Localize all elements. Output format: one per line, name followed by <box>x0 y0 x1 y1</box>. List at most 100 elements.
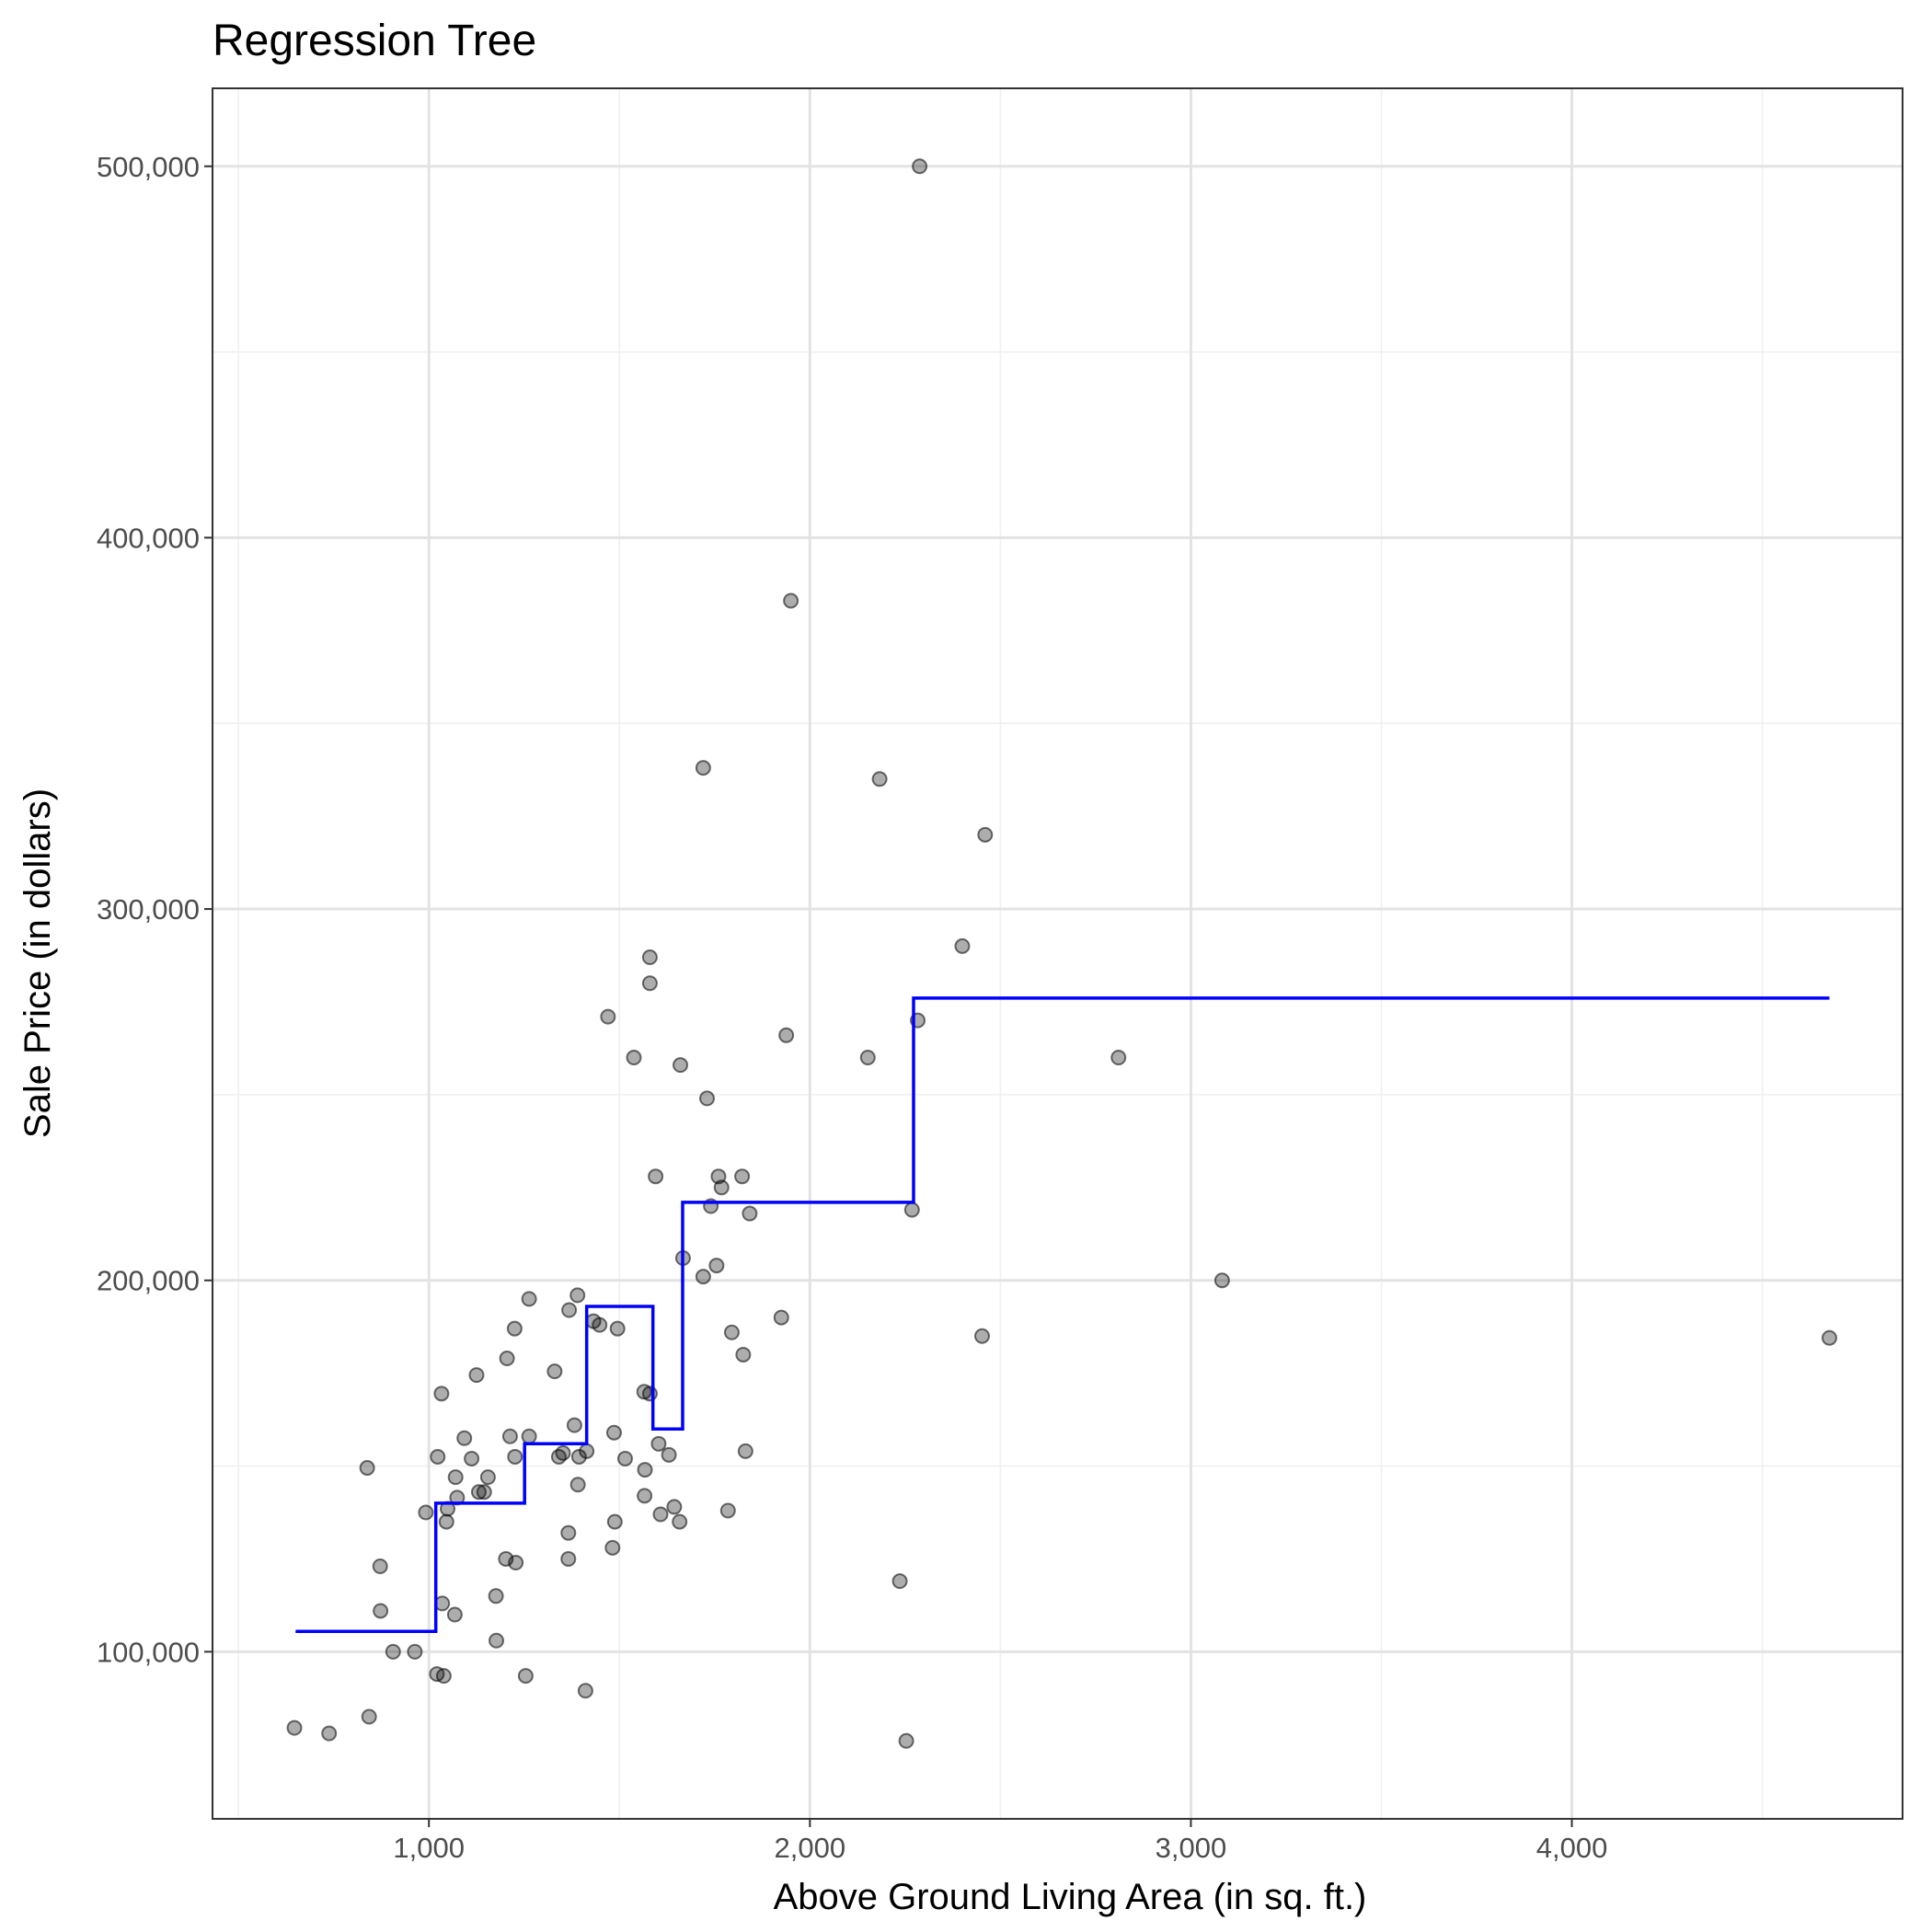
data-point <box>605 1424 622 1441</box>
data-point <box>783 592 799 609</box>
data-point <box>447 1469 464 1486</box>
data-point <box>407 1643 423 1660</box>
data-point <box>604 1539 621 1556</box>
data-point <box>673 1057 689 1074</box>
data-point <box>418 1504 434 1521</box>
data-point <box>912 158 928 175</box>
data-point <box>361 1708 377 1725</box>
data-point <box>577 1683 593 1699</box>
data-point <box>470 1484 487 1501</box>
data-point <box>499 1350 515 1366</box>
data-point <box>606 1513 623 1530</box>
data-point <box>489 1632 505 1649</box>
data-point <box>508 1554 524 1570</box>
chart-title: Regression Tree <box>213 17 536 65</box>
data-point <box>778 1027 795 1043</box>
data-point <box>321 1725 338 1742</box>
data-point <box>1213 1272 1230 1289</box>
data-point <box>641 1386 658 1402</box>
data-point <box>372 1558 388 1575</box>
data-point <box>438 1513 454 1530</box>
data-point <box>1110 1050 1127 1066</box>
data-point <box>719 1502 736 1519</box>
y-tick-label: 400,000 <box>97 522 200 554</box>
data-point <box>695 760 711 776</box>
regression-tree-line <box>295 996 1830 1633</box>
data-point <box>859 1050 876 1066</box>
x-tick-label: 4,000 <box>1536 1832 1608 1864</box>
data-point <box>742 1205 758 1222</box>
data-point <box>871 771 888 788</box>
data-point <box>637 1462 653 1478</box>
data-point <box>359 1460 375 1477</box>
line-layer <box>295 996 1830 1633</box>
major-grid <box>213 88 1903 1819</box>
data-point <box>546 1363 563 1380</box>
y-tick-label: 100,000 <box>97 1636 200 1668</box>
data-point <box>373 1603 389 1619</box>
data-point <box>650 1435 667 1452</box>
data-point <box>464 1450 480 1466</box>
data-point <box>488 1588 504 1604</box>
data-point <box>672 1513 688 1530</box>
data-point <box>600 1008 616 1025</box>
data-point <box>626 1050 642 1066</box>
data-point <box>446 1606 463 1623</box>
data-point <box>666 1499 683 1515</box>
data-point <box>433 1386 450 1402</box>
data-point <box>435 1668 452 1685</box>
data-point <box>476 1484 492 1501</box>
data-point <box>506 1320 523 1337</box>
data-point <box>550 1448 567 1465</box>
x-tick-label: 1,000 <box>393 1832 465 1864</box>
data-point <box>903 1202 920 1218</box>
data-point <box>974 1328 991 1344</box>
data-point <box>430 1448 446 1465</box>
data-point <box>468 1367 485 1384</box>
y-tick-label: 500,000 <box>97 151 200 183</box>
data-point <box>641 949 658 966</box>
data-point <box>560 1524 577 1541</box>
y-axis-title: Sale Price (in dollars) <box>17 788 58 1138</box>
data-point <box>385 1643 401 1660</box>
data-point <box>609 1320 626 1337</box>
data-point <box>560 1550 577 1567</box>
data-point <box>569 1477 586 1493</box>
data-point <box>517 1668 534 1685</box>
data-point <box>713 1179 730 1196</box>
data-point <box>570 1448 587 1465</box>
data-point <box>456 1430 473 1446</box>
data-point <box>695 1269 711 1285</box>
data-point <box>286 1719 303 1736</box>
data-point <box>592 1317 608 1333</box>
data-point <box>737 1443 753 1459</box>
minor-grid <box>213 88 1903 1819</box>
data-point <box>734 1168 751 1185</box>
data-point <box>566 1417 582 1433</box>
data-point <box>661 1446 677 1463</box>
x-tick-label: 3,000 <box>1156 1832 1227 1864</box>
x-axis-title: Above Ground Living Area (in sq. ft.) <box>774 1877 1367 1917</box>
data-point <box>708 1258 725 1274</box>
x-axis: 1,000 2,000 3,000 4,000 <box>393 1819 1607 1864</box>
data-point <box>773 1309 789 1326</box>
data-point <box>479 1469 496 1486</box>
data-point <box>891 1573 908 1590</box>
data-point <box>735 1346 752 1363</box>
data-point <box>521 1428 537 1444</box>
data-point <box>561 1302 578 1318</box>
data-point <box>641 975 658 992</box>
data-point <box>521 1291 537 1307</box>
data-point <box>648 1168 664 1185</box>
data-point <box>569 1287 586 1304</box>
data-point <box>434 1595 451 1612</box>
data-point <box>637 1488 653 1504</box>
data-point <box>723 1324 740 1340</box>
data-point <box>898 1732 914 1749</box>
y-tick-label: 200,000 <box>97 1265 200 1297</box>
data-point <box>507 1448 523 1465</box>
y-axis: 100,000 200,000 300,000 400,000 500,000 <box>97 151 213 1668</box>
panel-border <box>212 87 1903 1820</box>
